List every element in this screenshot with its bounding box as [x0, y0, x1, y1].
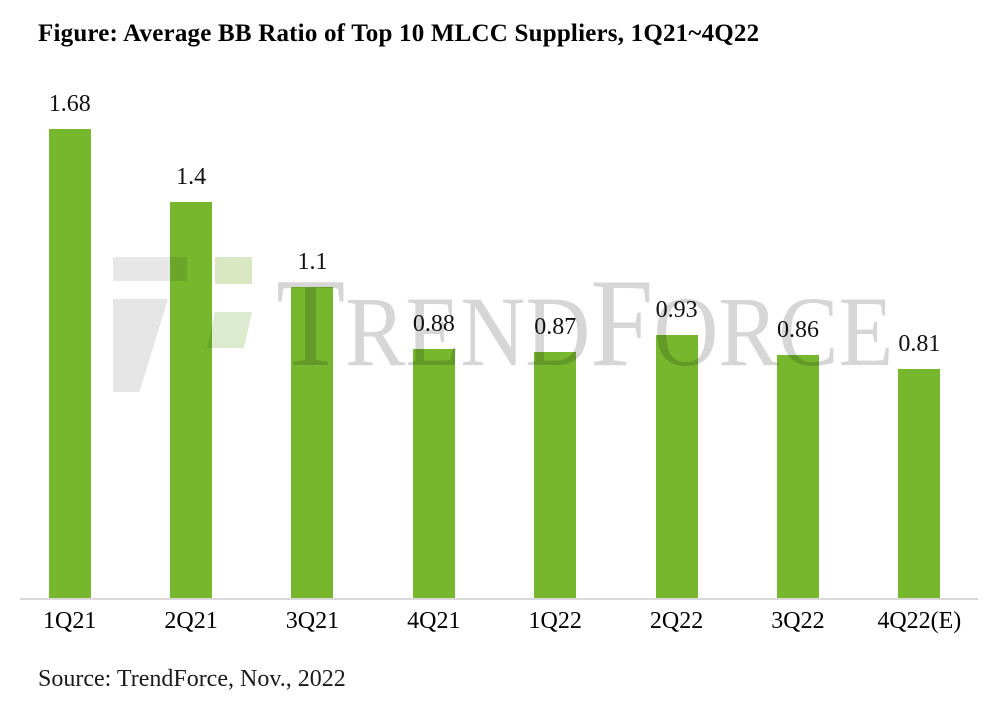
chart-column: 1.1: [252, 90, 373, 598]
x-axis-labels: 1Q21 2Q21 3Q21 4Q21 1Q22 2Q22 3Q22 4Q22(E): [9, 608, 980, 635]
chart-column: 1.68: [9, 90, 130, 598]
bar: [291, 287, 334, 598]
bar: [655, 335, 698, 598]
chart-column: 0.86: [737, 90, 858, 598]
source-note: Source: TrendForce, Nov., 2022: [38, 666, 346, 692]
bar-value-label: 0.88: [412, 311, 455, 337]
chart-column: 0.87: [495, 90, 616, 598]
chart-column: 0.88: [373, 90, 494, 598]
bar: [48, 129, 91, 598]
chart-column: 1.4: [130, 90, 251, 598]
chart-column: 0.81: [859, 90, 980, 598]
x-axis-line: [20, 598, 978, 600]
bar: [776, 355, 819, 598]
x-axis-tick-label: 4Q22(E): [877, 608, 962, 634]
figure-title: Figure: Average BB Ratio of Top 10 MLCC …: [38, 20, 760, 47]
bar-value-label: 0.81: [898, 331, 941, 357]
x-axis-tick-label: 3Q22: [771, 608, 825, 634]
bar-value-label: 0.87: [534, 314, 577, 340]
bar-value-label: 0.86: [776, 317, 819, 343]
bar: [898, 369, 941, 598]
bar-value-label: 1.68: [48, 91, 91, 117]
x-axis-tick-label: 1Q21: [43, 608, 97, 634]
bar-value-label: 1.4: [176, 164, 207, 190]
x-axis-tick-label: 1Q22: [528, 608, 582, 634]
chart-column: 0.93: [616, 90, 737, 598]
x-axis-tick-label: 4Q21: [407, 608, 461, 634]
x-axis-tick-label: 2Q22: [649, 608, 704, 634]
x-axis-tick-label: 3Q21: [285, 608, 340, 634]
bar: [170, 202, 213, 598]
bar-value-label: 1.1: [297, 249, 328, 275]
x-axis-tick-label: 2Q21: [164, 608, 218, 634]
bars-area: 1.68 1.4 1.1 0.88 0.87 0.93 0.86 0.81: [9, 90, 980, 598]
bar: [534, 352, 577, 598]
bar: [412, 349, 455, 598]
bar-value-label: 0.93: [655, 297, 698, 323]
